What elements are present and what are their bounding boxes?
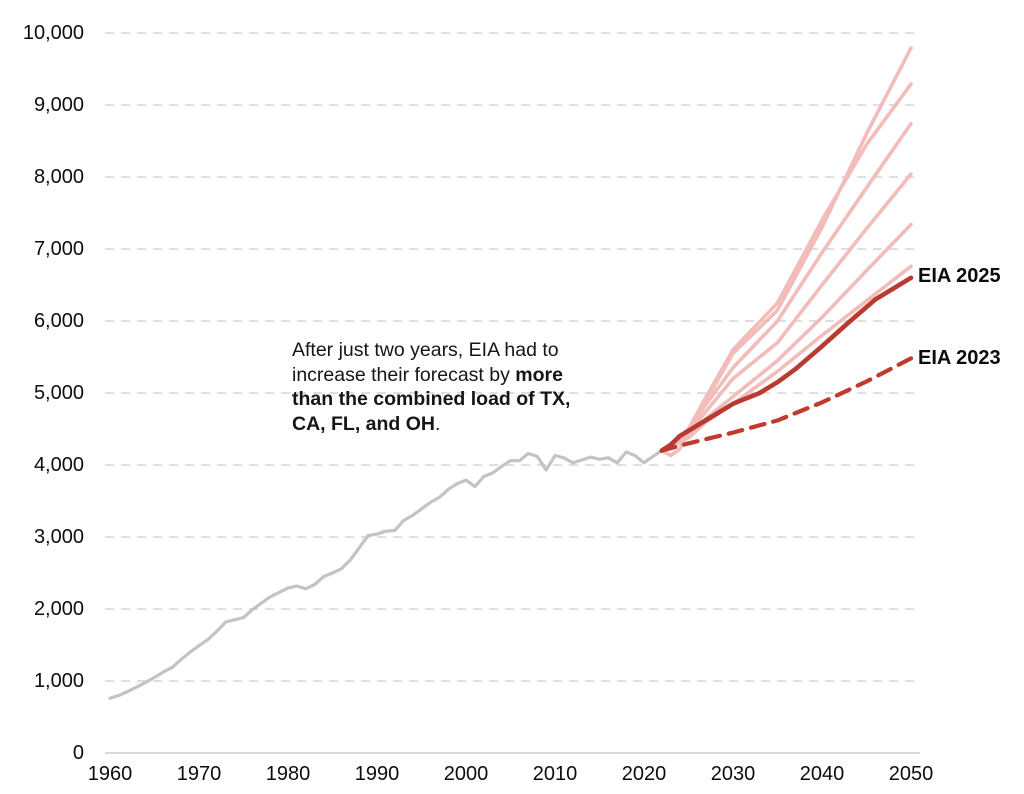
annotation-line-4: CA, FL, and OH.: [292, 412, 628, 437]
annotation-line-1: After just two years, EIA had to: [292, 338, 628, 363]
annotation-bold-text: more: [515, 363, 563, 386]
y-tick-label-10000: 10,000: [22, 22, 84, 44]
annotation-text: increase their forecast by: [292, 363, 516, 386]
eia-2023-forecast-line: [659, 356, 914, 453]
x-tick-label-2040: 2040: [799, 763, 845, 785]
x-tick-label-2000: 2000: [443, 763, 489, 785]
annotation-text: .: [435, 412, 441, 435]
x-tick-label-2050: 2050: [888, 763, 934, 785]
x-tick-label-1960: 1960: [87, 763, 133, 785]
y-tick-label-9000: 9,000: [33, 94, 84, 116]
annotation-line-3: than the combined load of TX,: [292, 387, 628, 412]
scenario-5-line: [668, 222, 913, 449]
scenario-2-line: [659, 82, 913, 453]
scenario-3-line: [668, 121, 913, 449]
scenario-6-line: [668, 264, 913, 450]
annotation-line-2: increase their forecast by more: [292, 363, 628, 388]
y-tick-label-5000: 5,000: [33, 382, 84, 404]
x-tick-label-2030: 2030: [710, 763, 756, 785]
x-tick-label-1970: 1970: [176, 763, 222, 785]
y-tick-label-4000: 4,000: [33, 454, 84, 476]
annotation-bold-text: than the combined load of TX,: [292, 388, 571, 410]
x-tick-label-1980: 1980: [265, 763, 311, 785]
y-tick-label-1000: 1,000: [33, 670, 84, 692]
y-tick-label-2000: 2,000: [33, 598, 84, 620]
scenario-1-line: [659, 46, 913, 458]
y-tick-label-6000: 6,000: [33, 310, 84, 332]
y-tick-label-7000: 7,000: [33, 238, 84, 260]
historical-load-line: [108, 449, 664, 700]
y-tick-label-0: 0: [72, 742, 84, 764]
x-tick-label-2010: 2010: [532, 763, 578, 785]
series-label-eia-2023: EIA 2023: [918, 347, 1001, 369]
eia-2025-forecast-line: [659, 275, 914, 453]
x-tick-label-1990: 1990: [354, 763, 400, 785]
y-tick-label-3000: 3,000: [33, 526, 84, 548]
series-label-eia-2025: EIA 2025: [918, 265, 1001, 287]
x-tick-label-2020: 2020: [621, 763, 667, 785]
y-tick-label-8000: 8,000: [33, 166, 84, 188]
annotation-bold-text: CA, FL, and OH: [292, 412, 435, 435]
chart-annotation: After just two years, EIA had to increase…: [292, 338, 628, 436]
annotation-text: After just two years, EIA had to: [292, 339, 559, 361]
